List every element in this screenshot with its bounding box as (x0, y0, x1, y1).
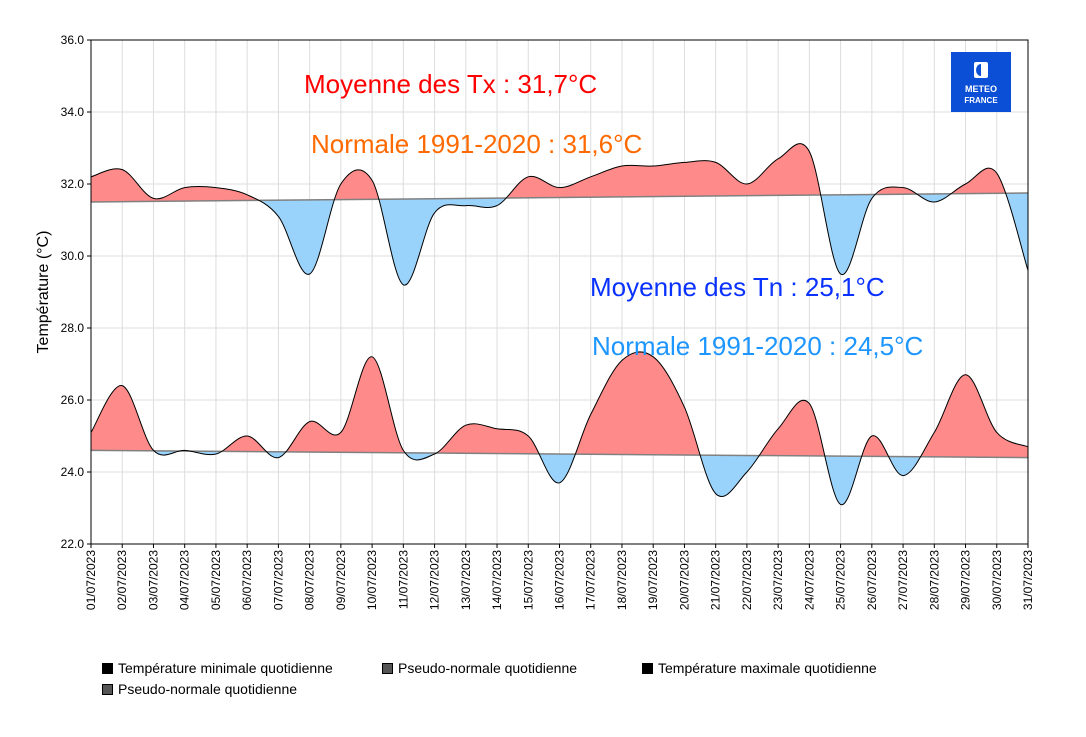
tn-line (90, 351, 1029, 505)
x-tick-label: 18/07/2023 (615, 550, 629, 610)
below-normal-area (91, 450, 1028, 505)
anomaly-fills (91, 143, 1028, 505)
x-tick-label: 06/07/2023 (240, 550, 254, 610)
legend-swatch (102, 683, 113, 695)
x-tick-label: 10/07/2023 (365, 550, 379, 610)
tx-normal-annotation: Normale 1991-2020 : 31,6°C (311, 129, 642, 159)
tn-mean-annotation: Moyenne des Tn : 25,1°C (590, 272, 885, 302)
tx-mean-annotation: Moyenne des Tx : 31,7°C (304, 69, 597, 99)
x-tick-label: 22/07/2023 (740, 550, 754, 610)
pseudo-normal-line (90, 192, 1029, 203)
x-axis: 01/07/2023 02/07/2023 03/07/2023 04/07/2023… (84, 544, 1035, 610)
x-tick-label: 08/07/2023 (303, 550, 317, 610)
x-tick-label: 31/07/2023 (1021, 550, 1035, 610)
x-tick-label: 21/07/2023 (709, 550, 723, 610)
y-tick-label: 36.0 (61, 33, 85, 47)
x-tick-label: 03/07/2023 (146, 550, 160, 610)
svg-text:FRANCE: FRANCE (964, 96, 998, 105)
series-lines (90, 143, 1029, 505)
legend-swatch (382, 662, 393, 674)
x-tick-label: 13/07/2023 (459, 550, 473, 610)
x-tick-label: 20/07/2023 (677, 550, 691, 610)
x-tick-label: 30/07/2023 (990, 550, 1004, 610)
y-tick-label: 22.0 (61, 537, 85, 551)
x-tick-label: 07/07/2023 (271, 550, 285, 610)
legend-item-tn: Température minimale quotidienne (102, 660, 333, 676)
x-tick-label: 27/07/2023 (896, 550, 910, 610)
x-tick-label: 01/07/2023 (84, 550, 98, 610)
x-tick-label: 04/07/2023 (178, 550, 192, 610)
y-tick-label: 28.0 (61, 321, 85, 335)
tx-line (90, 143, 1029, 286)
x-tick-label: 19/07/2023 (646, 550, 660, 610)
x-tick-label: 15/07/2023 (521, 550, 535, 610)
svg-text:METEO: METEO (965, 84, 997, 94)
pseudo-normal-line (90, 449, 1029, 459)
legend-label: Pseudo-normale quotidienne (398, 660, 578, 676)
y-axis-label: Température (°C) (35, 231, 52, 354)
y-tick-label: 24.0 (61, 465, 85, 479)
legend-item-tn-normal: Pseudo-normale quotidienne (382, 660, 577, 676)
x-tick-label: 29/07/2023 (959, 550, 973, 610)
legend-label: Température maximale quotidienne (658, 660, 877, 676)
legend-label: Température minimale quotidienne (118, 660, 333, 676)
legend-swatch (102, 662, 113, 674)
x-tick-label: 23/07/2023 (771, 550, 785, 610)
x-tick-label: 09/07/2023 (334, 550, 348, 610)
legend-item-tx: Température maximale quotidienne (642, 660, 877, 676)
x-tick-label: 28/07/2023 (927, 550, 941, 610)
y-tick-label: 30.0 (61, 249, 85, 263)
y-tick-label: 32.0 (61, 177, 85, 191)
x-tick-label: 26/07/2023 (865, 550, 879, 610)
meteo-france-logo: METEO FRANCE (951, 52, 1011, 112)
x-tick-label: 16/07/2023 (553, 550, 567, 610)
legend-swatch (642, 662, 653, 674)
y-tick-label: 26.0 (61, 393, 85, 407)
y-axis: 22.0 24.0 26.0 28.0 30.0 32.0 34.0 36.0 (61, 33, 91, 551)
legend-label: Pseudo-normale quotidienne (118, 681, 298, 697)
x-tick-label: 12/07/2023 (428, 550, 442, 610)
x-tick-label: 11/07/2023 (396, 550, 410, 609)
x-tick-label: 17/07/2023 (584, 550, 598, 610)
x-tick-label: 24/07/2023 (802, 550, 816, 610)
x-tick-label: 25/07/2023 (834, 550, 848, 610)
x-tick-label: 14/07/2023 (490, 550, 504, 610)
y-tick-label: 34.0 (61, 105, 85, 119)
x-tick-label: 02/07/2023 (115, 550, 129, 610)
x-tick-label: 05/07/2023 (209, 550, 223, 610)
legend-item-tx-normal: Pseudo-normale quotidienne (102, 681, 297, 697)
above-normal-area (91, 143, 1028, 202)
tn-normal-annotation: Normale 1991-2020 : 24,5°C (592, 331, 923, 361)
